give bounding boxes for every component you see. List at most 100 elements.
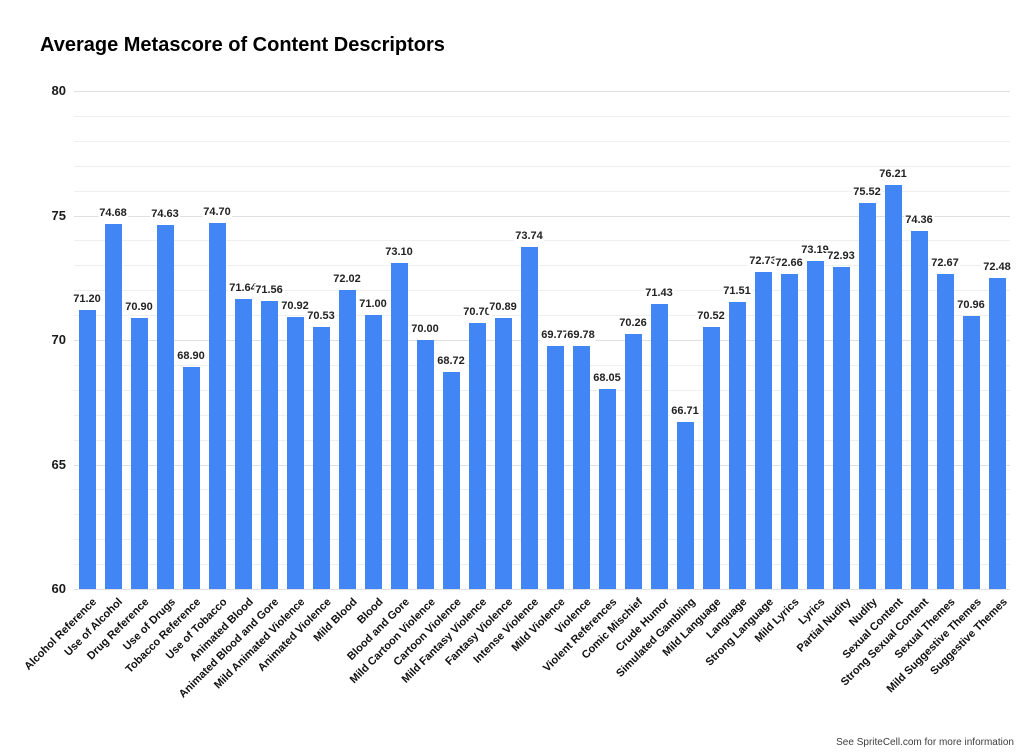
bar[interactable] [884,185,902,589]
bar[interactable] [286,317,304,589]
bar-value-label: 73.10 [384,245,414,259]
bar[interactable] [494,317,512,589]
y-axis-label: 70 [51,332,66,347]
bar[interactable] [650,304,668,589]
bar[interactable] [364,315,382,589]
bar[interactable] [156,224,174,589]
bar[interactable] [338,289,356,589]
minor-gridline [74,290,1010,292]
bar-value-label: 70.96 [956,299,986,313]
bar-value-label: 74.36 [904,214,934,228]
bar-value-label: 70.89 [488,300,518,314]
bar[interactable] [78,310,96,589]
bar-value-label: 66.71 [670,404,700,418]
y-axis-label: 75 [51,207,66,223]
bar-value-label: 70.26 [618,316,648,330]
bar-value-label: 76.21 [878,168,908,182]
bar-value-label: 72.66 [774,256,804,270]
bar-value-label: 70.92 [280,300,310,314]
major-gridline [74,91,1010,92]
bar-value-label: 73.19 [800,243,830,257]
bar-value-label: 70.52 [696,310,726,324]
bar-value-label: 70.90 [124,300,154,314]
minor-gridline [74,140,1010,142]
bar-value-label: 68.05 [592,371,622,385]
bar-value-label: 74.70 [202,206,232,219]
bar[interactable] [416,340,434,589]
bar[interactable] [780,273,798,589]
bar[interactable] [598,388,616,589]
minor-gridline [74,564,1010,566]
major-gridline [74,464,1010,466]
bar[interactable] [104,223,122,589]
bar[interactable] [208,223,226,589]
bar-value-label: 74.68 [98,206,128,220]
minor-gridline [74,489,1010,491]
minor-gridline [74,439,1010,441]
bar-value-label: 69.77 [540,328,570,342]
minor-gridline [74,539,1010,541]
bar[interactable] [312,326,330,589]
bar-value-label: 70.53 [306,309,336,323]
bar-value-label: 71.43 [644,287,674,301]
bar-value-label: 71.64 [228,282,258,296]
y-axis-label: 65 [51,456,66,472]
bar[interactable] [858,202,876,589]
bar[interactable] [910,231,928,589]
bar-value-label: 71.56 [254,284,284,298]
bar-value-label: 72.93 [826,250,856,263]
bar[interactable] [130,317,148,589]
bar-value-label: 73.74 [514,229,544,243]
bar-value-label: 71.00 [358,298,388,312]
bar[interactable] [936,273,954,589]
bar-value-label: 72.02 [332,272,362,286]
major-gridline [74,215,1010,217]
bar-value-label: 68.72 [436,354,466,368]
chart-title: Average Metascore of Content Descriptors [40,34,445,56]
major-gridline [74,589,1010,590]
minor-gridline [74,315,1010,317]
bar[interactable] [520,246,538,589]
bar[interactable] [260,301,278,589]
minor-gridline [74,414,1010,416]
plot-area: 71.20 74.68 70.90 74.63 68.90 74.70 71.64 71.56… [72,91,1012,590]
bar[interactable] [988,278,1006,589]
bar[interactable] [754,272,772,589]
bar[interactable] [182,367,200,589]
minor-gridline [74,514,1010,516]
bar[interactable] [624,333,642,589]
bar[interactable] [676,421,694,589]
y-axis-label: 80 [51,83,66,98]
minor-gridline [74,265,1010,267]
bar[interactable] [728,302,746,589]
bar-value-label: 71.51 [722,285,752,299]
minor-gridline [74,115,1010,117]
minor-gridline [74,364,1010,366]
bar[interactable] [962,316,980,589]
bar[interactable] [702,327,720,589]
bar-value-label: 72.48 [982,261,1012,275]
minor-gridline [74,165,1010,167]
bar[interactable] [806,260,824,589]
y-axis-label: 60 [51,581,66,596]
bar-value-label: 68.90 [176,350,206,364]
footer-note: See SpriteCell.com for more information [836,737,1014,748]
bar-value-label: 72.73 [748,255,778,268]
bar-value-label: 74.63 [150,207,180,221]
bar[interactable] [442,371,460,589]
bar-value-label: 71.20 [72,293,102,307]
bar[interactable] [234,299,252,589]
bar[interactable] [546,345,564,589]
bar-value-label: 70.70 [462,305,492,319]
bar-value-label: 72.67 [930,256,960,270]
bar[interactable] [390,262,408,589]
minor-gridline [74,389,1010,391]
bar-value-label: 75.52 [852,185,882,199]
bar[interactable] [572,345,590,589]
minor-gridline [74,190,1010,192]
bar-value-label: 69.78 [566,328,596,342]
bar[interactable] [468,322,486,589]
bar[interactable] [832,267,850,589]
bar-value-label: 70.00 [410,323,440,336]
